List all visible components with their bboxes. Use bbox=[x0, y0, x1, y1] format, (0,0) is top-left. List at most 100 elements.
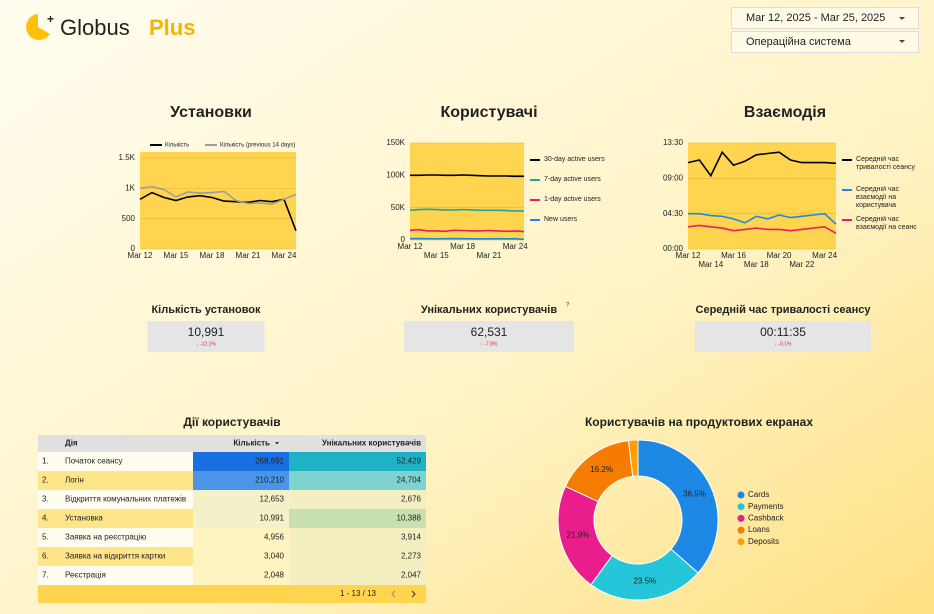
y-tick-label: 100K bbox=[386, 170, 405, 179]
series-line bbox=[688, 212, 837, 225]
table-row bbox=[38, 490, 193, 509]
table-header bbox=[38, 435, 426, 452]
heat-cell bbox=[193, 528, 289, 547]
plot-area bbox=[410, 143, 524, 240]
scorecard-label: Середній час тривалості сеансу bbox=[696, 304, 872, 316]
table-row bbox=[38, 452, 193, 471]
date-range[interactable]: Mar 12, 2025 - Mar 25, 2025 bbox=[746, 12, 885, 24]
legend-label-box: New users bbox=[544, 216, 578, 223]
y-tick-label: 00:00 bbox=[663, 244, 684, 253]
heat-cell bbox=[289, 471, 426, 490]
legend-label-box: Середній час взаємодії на користувача bbox=[856, 186, 899, 209]
table-title: Дії користувачів bbox=[183, 415, 280, 429]
legend-label: 7-day active users bbox=[544, 176, 601, 183]
x-tick-label: Mar 12 bbox=[398, 242, 423, 251]
scorecard-change: ↓ -0.1% bbox=[775, 341, 793, 347]
action-name: Заявка на реєстрацію bbox=[65, 533, 146, 542]
filter[interactable]: Операційна система bbox=[746, 36, 852, 48]
series-line bbox=[410, 174, 524, 178]
scorecard-box bbox=[404, 321, 574, 352]
row-number: 2. bbox=[42, 476, 49, 485]
scorecard-value: 62,531 bbox=[471, 325, 508, 339]
logo: + bbox=[26, 12, 54, 40]
y-tick-label: 04:30 bbox=[663, 209, 684, 218]
next-page[interactable] bbox=[411, 590, 416, 598]
series-line bbox=[687, 150, 837, 178]
users-cell: 24,704 bbox=[397, 476, 422, 485]
x-tick-label: Mar 18 bbox=[450, 242, 475, 251]
heat-cell bbox=[289, 566, 426, 585]
y-tick-label: 0 bbox=[401, 235, 406, 244]
users-cell: 52,429 bbox=[397, 457, 422, 466]
dropdown-arrow bbox=[899, 40, 905, 43]
x-tick-label: Mar 12 bbox=[128, 251, 153, 260]
scorecard-change: ↓ -7.8% bbox=[481, 341, 499, 347]
x-tick-label: Mar 15 bbox=[424, 251, 449, 260]
count-cell: 3,040 bbox=[264, 552, 285, 561]
heat-cell bbox=[193, 490, 289, 509]
filter-box[interactable] bbox=[731, 31, 919, 53]
column-header: Дія bbox=[65, 439, 78, 448]
legend-label: Cards bbox=[748, 490, 769, 499]
legend-label: New users bbox=[544, 216, 578, 223]
x-tick-label: Mar 24 bbox=[812, 251, 837, 260]
chart-title: Користувачі bbox=[440, 104, 537, 121]
y-tick-label: 09:00 bbox=[663, 173, 684, 182]
x-tick-label: Mar 20 bbox=[767, 251, 792, 260]
row-number: 4. bbox=[42, 514, 49, 523]
scorecard-box bbox=[147, 321, 265, 352]
prev-page[interactable] bbox=[391, 590, 396, 598]
slice-label: 23.5% bbox=[633, 577, 656, 586]
scorecard-value: 00:11:35 bbox=[760, 325, 806, 339]
slice-label: 16.2% bbox=[590, 465, 613, 474]
row-number: 7. bbox=[42, 571, 49, 580]
legend-label: 30-day active users bbox=[544, 156, 605, 163]
heat-cell bbox=[289, 509, 426, 528]
y-tick-label: 1K bbox=[125, 183, 135, 192]
table-footer bbox=[38, 585, 426, 603]
legend-swatch bbox=[737, 514, 745, 522]
heat-cell bbox=[193, 566, 289, 585]
column-header: Унікальних користувачів bbox=[322, 439, 421, 448]
row-number: 1. bbox=[42, 457, 49, 466]
x-tick-label: Mar 21 bbox=[236, 251, 261, 260]
legend-label-box: 7-day active users bbox=[544, 176, 601, 183]
chart-title: Взаємодія bbox=[744, 104, 826, 121]
series-line bbox=[409, 237, 525, 241]
table-row bbox=[38, 566, 193, 585]
legend-swatch bbox=[737, 526, 745, 534]
legend-label: Кількість (previous 14 days) bbox=[220, 143, 295, 149]
heat-cell bbox=[193, 547, 289, 566]
chart-title: Установки bbox=[170, 104, 252, 121]
slice-label: 36.5% bbox=[683, 490, 706, 499]
series-line bbox=[139, 191, 297, 232]
count-cell: 4,956 bbox=[264, 533, 285, 542]
date-box[interactable] bbox=[731, 7, 919, 29]
date-picker[interactable]: Mar 12, 2025 - Mar 25, 2025 bbox=[731, 7, 919, 29]
legend-label: Кількість bbox=[165, 143, 189, 149]
users-cell: 2,047 bbox=[401, 571, 422, 580]
y-tick-label: 13:30 bbox=[663, 138, 684, 147]
legend-label-box: 30-day active users bbox=[544, 156, 605, 163]
action-name: Початок сеансу bbox=[65, 457, 123, 466]
row-number: 5. bbox=[42, 533, 49, 542]
scorecard-box bbox=[695, 321, 871, 352]
scorecard-change: ↓ -12.1% bbox=[196, 341, 216, 347]
sort-icon bbox=[275, 442, 279, 445]
users-cell: 2,273 bbox=[401, 552, 422, 561]
action-name: Заявка на відкриття картки bbox=[65, 552, 165, 561]
heat-cell bbox=[289, 490, 426, 509]
x-tick-label: Mar 18 bbox=[200, 251, 225, 260]
series-line bbox=[687, 224, 837, 234]
x-tick-label: Mar 15 bbox=[164, 251, 189, 260]
heat-cell bbox=[289, 452, 426, 471]
y-tick-label: 150K bbox=[386, 138, 405, 147]
brand-accent: Plus bbox=[149, 15, 195, 40]
legend-swatch bbox=[737, 503, 745, 511]
plot-area bbox=[140, 152, 296, 249]
legend-label: Deposits bbox=[748, 537, 779, 546]
count-cell: 12,653 bbox=[260, 495, 285, 504]
slice-label: 21.9% bbox=[567, 531, 590, 540]
legend-label: Середній час взаємодії на користувача bbox=[856, 186, 899, 209]
